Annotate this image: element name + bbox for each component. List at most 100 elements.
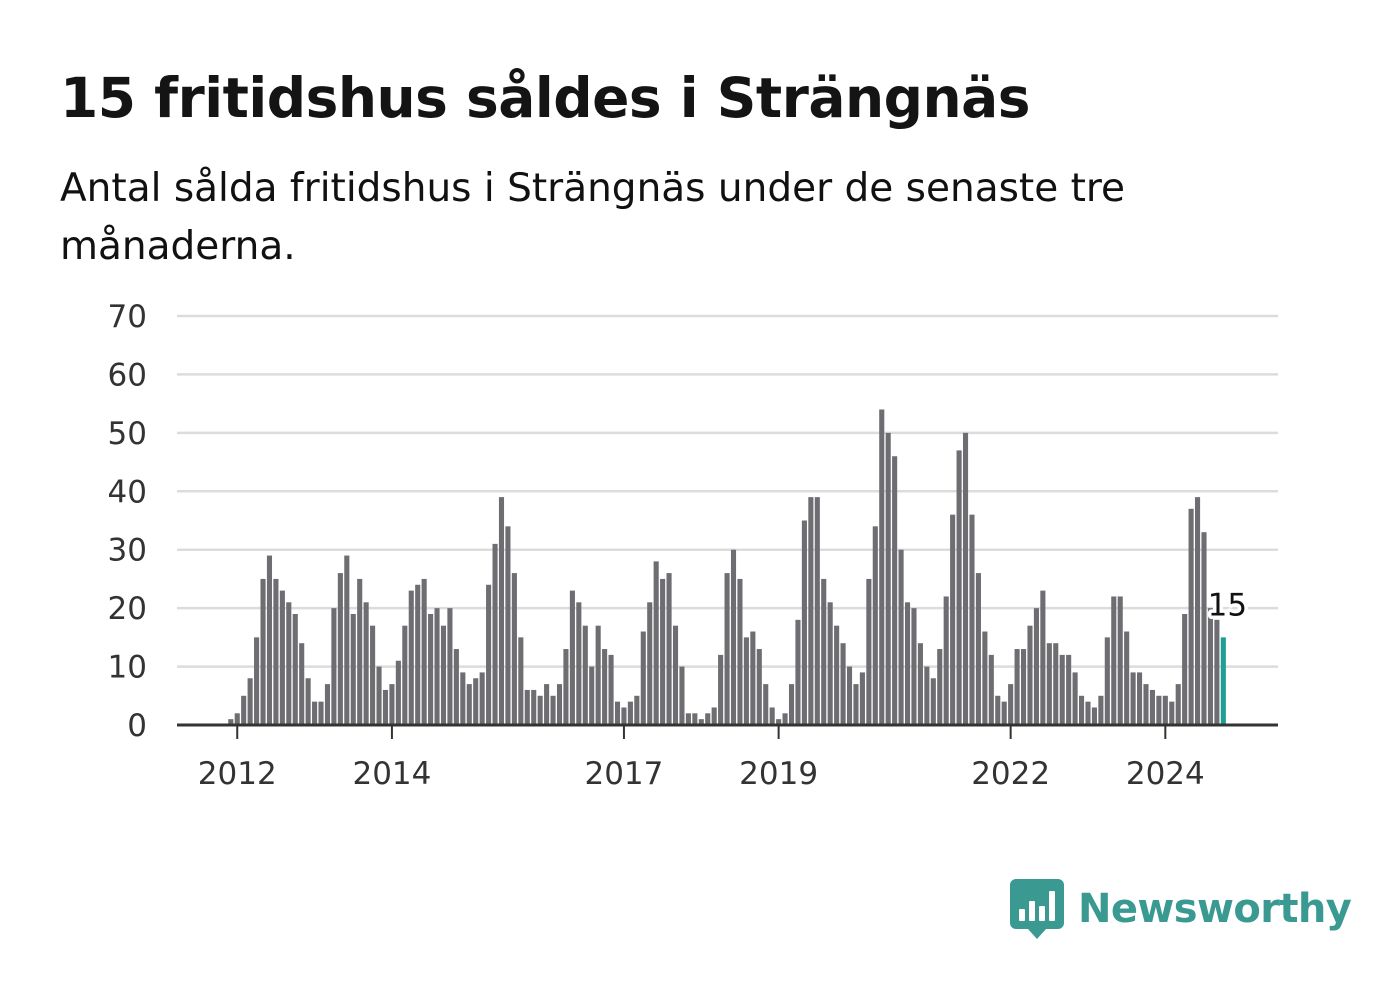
bar	[1182, 613, 1188, 725]
bar	[363, 602, 369, 725]
bar	[524, 689, 530, 725]
bar	[647, 602, 653, 725]
bar	[904, 602, 911, 725]
bar	[846, 666, 853, 725]
x-tick-label: 2019	[739, 756, 818, 792]
bar	[614, 701, 621, 725]
bar	[305, 678, 311, 725]
bar	[350, 613, 356, 725]
bar	[743, 637, 749, 725]
bar	[415, 584, 421, 725]
x-tick-label: 2012	[198, 756, 277, 792]
bar	[827, 602, 833, 725]
bars	[228, 409, 1226, 725]
bar	[1020, 649, 1027, 725]
bar	[1040, 590, 1046, 725]
bar	[692, 713, 698, 725]
bar	[344, 555, 350, 725]
bar	[408, 590, 414, 725]
bar	[234, 713, 240, 725]
bar	[1175, 684, 1181, 725]
bar	[621, 707, 627, 725]
bar	[318, 701, 324, 725]
y-tick-label: 20	[108, 591, 147, 627]
bar	[505, 526, 511, 725]
bar	[975, 573, 981, 725]
bar	[937, 649, 943, 725]
bar	[872, 526, 878, 725]
bar	[1001, 701, 1007, 725]
bar	[795, 619, 801, 725]
bar	[1117, 596, 1123, 725]
bar	[1072, 672, 1078, 725]
bar	[950, 514, 956, 725]
bar	[247, 678, 253, 725]
bar	[969, 514, 975, 725]
bar	[1111, 596, 1117, 725]
axes	[177, 723, 1278, 739]
bar	[653, 561, 659, 725]
newsworthy-logo[interactable]: Newsworthy	[1010, 878, 1352, 940]
bar	[1137, 672, 1143, 725]
bar	[324, 684, 331, 725]
bar	[924, 666, 930, 725]
bar	[911, 608, 917, 725]
bar	[595, 625, 601, 725]
bar	[299, 643, 305, 725]
bar	[518, 637, 524, 725]
bar	[576, 602, 582, 725]
bar	[801, 520, 807, 725]
bar	[1078, 695, 1085, 725]
bar	[260, 578, 266, 725]
y-tick-label: 0	[127, 708, 147, 744]
bar	[917, 643, 923, 725]
bar	[1027, 625, 1033, 725]
bar	[724, 573, 730, 725]
bar	[1085, 701, 1091, 725]
bar	[569, 590, 575, 725]
bar	[840, 643, 846, 725]
bar	[1156, 695, 1162, 725]
bar	[337, 573, 343, 725]
bar-chart: 0 10 20 30 40 50 60 70 2012 2014 2017 2019 2022 2024 1…	[108, 299, 1278, 792]
bar	[1207, 608, 1213, 725]
y-tick-label: 60	[108, 357, 147, 393]
bar	[1008, 684, 1014, 725]
bar	[434, 608, 440, 725]
bar	[679, 666, 685, 725]
x-tick-label: 2022	[971, 756, 1050, 792]
bar	[279, 590, 285, 725]
bar-highlight	[1220, 637, 1226, 725]
bar	[466, 684, 472, 725]
bar	[956, 450, 962, 725]
bar	[1124, 631, 1130, 725]
bar	[550, 695, 556, 725]
highlight-value-label: 15	[1208, 587, 1247, 623]
bar	[537, 695, 543, 725]
bar	[254, 637, 260, 725]
bar	[1033, 608, 1039, 725]
bar	[389, 684, 395, 725]
bar	[602, 649, 608, 725]
bar	[627, 701, 633, 725]
bar	[685, 713, 691, 725]
bar	[228, 719, 234, 725]
bar	[1014, 649, 1020, 725]
bar	[808, 497, 814, 725]
bar	[666, 573, 672, 725]
bar	[776, 719, 782, 725]
bar	[1169, 701, 1175, 725]
bar	[705, 713, 711, 725]
y-tick-label: 10	[108, 650, 147, 686]
bar	[241, 695, 247, 725]
y-tick-label: 30	[108, 533, 147, 569]
bar	[428, 613, 434, 725]
bar	[640, 631, 646, 725]
bar	[479, 672, 485, 725]
bar	[544, 684, 550, 725]
bar	[440, 625, 447, 725]
y-tick-label: 40	[108, 474, 147, 510]
bar	[273, 578, 279, 725]
bar	[492, 543, 498, 725]
bar	[453, 649, 459, 725]
